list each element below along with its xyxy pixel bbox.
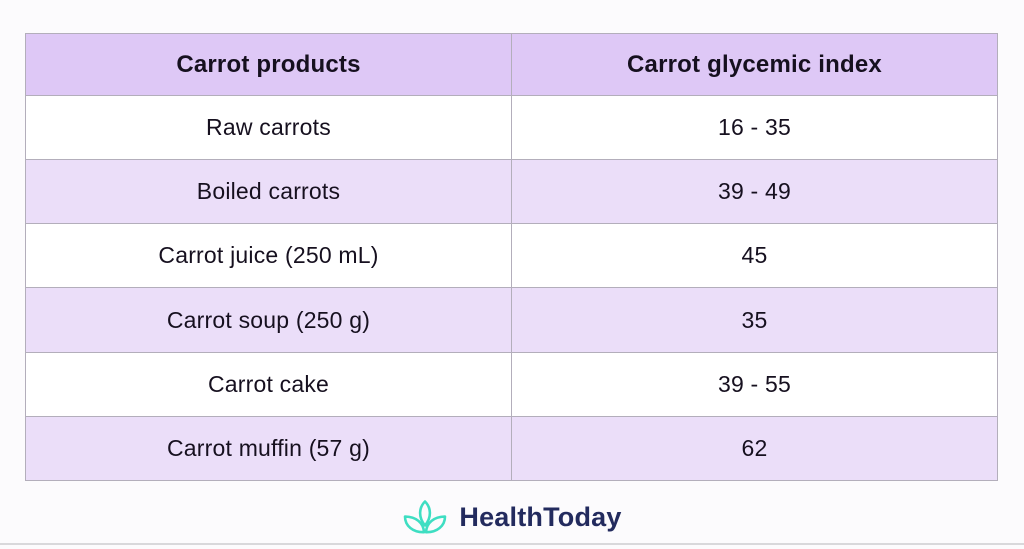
healthtoday-logo: HealthToday [0,493,1024,541]
header-cell-glycemic-index: Carrot glycemic index [511,33,998,96]
table-header-row: Carrot products Carrot glycemic index [25,33,998,96]
gi-value-cell: 62 [511,415,998,482]
product-cell: Carrot juice (250 mL) [25,223,512,289]
gi-value-cell: 39 - 55 [511,351,998,417]
lotus-icon [402,499,448,536]
product-cell: Carrot cake [25,351,512,417]
product-cell: Raw carrots [25,94,512,161]
gi-value-cell: 16 - 35 [511,94,998,161]
table-row: Carrot muffin (57 g) 62 [25,415,998,482]
product-cell: Boiled carrots [25,159,512,225]
glycemic-index-table: Carrot products Carrot glycemic index Ra… [25,33,998,482]
product-cell: Carrot soup (250 g) [25,287,512,353]
table-row: Carrot soup (250 g) 35 [25,287,998,353]
table-row: Raw carrots 16 - 35 [25,94,998,161]
product-cell: Carrot muffin (57 g) [25,415,512,482]
table-row: Carrot cake 39 - 55 [25,351,998,417]
gi-value-cell: 35 [511,287,998,353]
brand-name: HealthToday [459,501,622,532]
bottom-divider [0,543,1024,545]
header-cell-products: Carrot products [25,33,512,96]
gi-value-cell: 45 [511,223,998,289]
table-row: Carrot juice (250 mL) 45 [25,223,998,289]
gi-value-cell: 39 - 49 [511,159,998,225]
table-row: Boiled carrots 39 - 49 [25,159,998,225]
